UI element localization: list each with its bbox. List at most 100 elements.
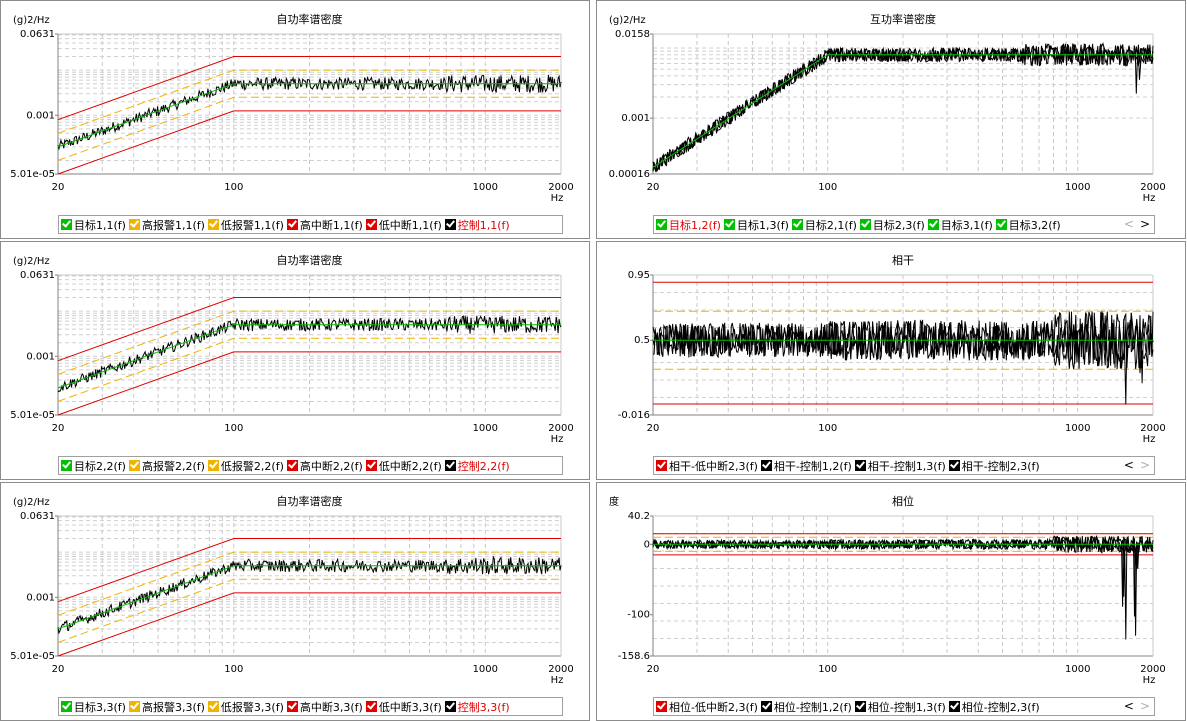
legend-item[interactable]: 低中断2,2(f): [365, 458, 442, 474]
legend-checkbox[interactable]: [128, 701, 140, 712]
legend-checkbox[interactable]: [128, 460, 140, 471]
legend-checkbox[interactable]: [207, 219, 219, 230]
x-axis-unit: Hz: [551, 193, 564, 204]
legend-checkbox[interactable]: [61, 219, 72, 230]
y-tick-label: 0.001: [26, 592, 55, 603]
legend-checkbox[interactable]: [365, 701, 377, 712]
legend-item[interactable]: 目标2,2(f): [61, 458, 126, 474]
legend-label: 低报警1,1(f): [220, 218, 284, 232]
legend-item[interactable]: 低报警1,1(f): [207, 217, 284, 233]
legend-item[interactable]: 低中断3,3(f): [365, 699, 442, 715]
x-tick-label: 2000: [548, 664, 573, 675]
legend-item[interactable]: 高报警2,2(f): [128, 458, 205, 474]
legend-checkbox[interactable]: [444, 219, 456, 230]
legend-item[interactable]: 目标2,1(f): [791, 217, 857, 233]
legend-checkbox[interactable]: [61, 460, 72, 471]
legend-scroll-left[interactable]: <: [1123, 699, 1134, 713]
legend-checkbox[interactable]: [128, 219, 140, 230]
legend-checkbox[interactable]: [656, 219, 667, 230]
legend-checkbox[interactable]: [286, 219, 298, 230]
legend-item[interactable]: 目标3,3(f): [61, 699, 126, 715]
legend-checkbox[interactable]: [791, 219, 803, 230]
legend-item[interactable]: 控制1,1(f): [444, 217, 510, 233]
legend-checkbox[interactable]: [207, 701, 219, 712]
x-tick-label: 20: [647, 182, 660, 193]
legend-checkbox[interactable]: [760, 460, 772, 471]
series-target: [652, 54, 1153, 168]
x-tick-label: 1000: [1065, 182, 1090, 193]
legend-item[interactable]: 低中断1,1(f): [365, 217, 442, 233]
legend-checkbox[interactable]: [365, 460, 377, 471]
legend-item[interactable]: 相位-低中断2,3(f): [656, 699, 758, 715]
legend-checkbox[interactable]: [656, 460, 667, 471]
legend-checkbox[interactable]: [444, 460, 456, 471]
legend-item[interactable]: 相干-控制1,2(f): [760, 458, 852, 474]
chart-title: 自功率谱密度: [277, 253, 343, 267]
legend-checkbox[interactable]: [656, 701, 667, 712]
y-tick-label: 0.001: [26, 351, 55, 362]
legend-item[interactable]: 相干-低中断2,3(f): [656, 458, 758, 474]
legend-scroll-left[interactable]: <: [1123, 458, 1134, 472]
plot-area: [57, 297, 562, 416]
x-tick-label: 2000: [548, 423, 573, 434]
x-tick-label: 100: [818, 182, 837, 193]
legend-label: 低中断2,2(f): [378, 459, 442, 473]
legend-label: 目标3,3(f): [74, 700, 126, 714]
legend-item[interactable]: 相干-控制1,3(f): [854, 458, 946, 474]
legend-item[interactable]: 高中断3,3(f): [286, 699, 363, 715]
y-tick-label: 0.0631: [20, 270, 55, 281]
series-control: [57, 555, 562, 635]
legend-label: 目标2,1(f): [804, 218, 857, 232]
legend-checkbox[interactable]: [854, 701, 866, 712]
y-tick-label: 0.001: [26, 110, 55, 121]
legend-checkbox[interactable]: [859, 219, 871, 230]
legend-item[interactable]: 高中断2,2(f): [286, 458, 363, 474]
legend-checkbox[interactable]: [948, 701, 960, 712]
legend-scroll-right[interactable]: >: [1139, 458, 1150, 472]
legend-checkbox[interactable]: [927, 219, 939, 230]
legend-item[interactable]: 目标2,3(f): [859, 217, 925, 233]
y-tick-label: 5.01e-05: [10, 651, 55, 662]
legend-item[interactable]: 相位-控制1,2(f): [760, 699, 852, 715]
legend-checkbox[interactable]: [286, 701, 298, 712]
x-tick-label: 1000: [473, 182, 498, 193]
legend-checkbox[interactable]: [207, 460, 219, 471]
legend-item[interactable]: 低报警2,2(f): [207, 458, 284, 474]
legend-item[interactable]: 控制3,3(f): [444, 699, 510, 715]
legend-scroll-right[interactable]: >: [1139, 217, 1150, 231]
series-control-2: [652, 43, 1154, 172]
legend-checkbox[interactable]: [444, 701, 456, 712]
legend-checkbox[interactable]: [723, 219, 735, 230]
legend-item[interactable]: 相干-控制2,3(f): [948, 458, 1040, 474]
legend-item[interactable]: 高中断1,1(f): [286, 217, 363, 233]
legend-item[interactable]: 高报警1,1(f): [128, 217, 205, 233]
legend-item[interactable]: 目标3,1(f): [927, 217, 993, 233]
y-tick-label: 40.2: [628, 511, 650, 522]
series-line-3: [57, 297, 561, 362]
legend-item[interactable]: 目标1,1(f): [61, 217, 126, 233]
chart-svg-p22: 自功率谱密度 (g)2/Hz Hz 0.0631 0.001 5.01e-05 20 100 1…: [10, 253, 573, 445]
legend-item[interactable]: 相位-控制1,3(f): [854, 699, 946, 715]
grid: [58, 34, 561, 174]
legend-scroll-left[interactable]: <: [1123, 217, 1134, 231]
chart-svg-p11: 自功率谱密度 (g)2/Hz Hz 0.0631 0.001 5.01e-05 20 100 1…: [10, 12, 573, 204]
legend-item[interactable]: 高报警3,3(f): [128, 699, 205, 715]
legend-checkbox[interactable]: [760, 701, 772, 712]
legend-checkbox[interactable]: [61, 701, 72, 712]
legend-item[interactable]: 目标3,2(f): [995, 217, 1061, 233]
legend-checkbox[interactable]: [365, 219, 377, 230]
legend-label: 低报警3,3(f): [220, 700, 284, 714]
legend-item[interactable]: 低报警3,3(f): [207, 699, 284, 715]
chart-svg-pcoh: 相干 Hz 0.95 0.5 -0.016 20 100 1000 2000: [618, 254, 1166, 445]
legend-checkbox[interactable]: [948, 460, 960, 471]
legend-scroll-right[interactable]: >: [1139, 699, 1150, 713]
legend-item[interactable]: 相位-控制2,3(f): [948, 699, 1040, 715]
y-tick-label: -0.016: [618, 410, 650, 421]
legend-checkbox[interactable]: [995, 219, 1007, 230]
legend-checkbox[interactable]: [854, 460, 866, 471]
legend-item[interactable]: 目标1,2(f): [656, 217, 721, 233]
series-line-4: [57, 351, 561, 416]
legend-item[interactable]: 控制2,2(f): [444, 458, 510, 474]
legend-checkbox[interactable]: [286, 460, 298, 471]
legend-item[interactable]: 目标1,3(f): [723, 217, 789, 233]
